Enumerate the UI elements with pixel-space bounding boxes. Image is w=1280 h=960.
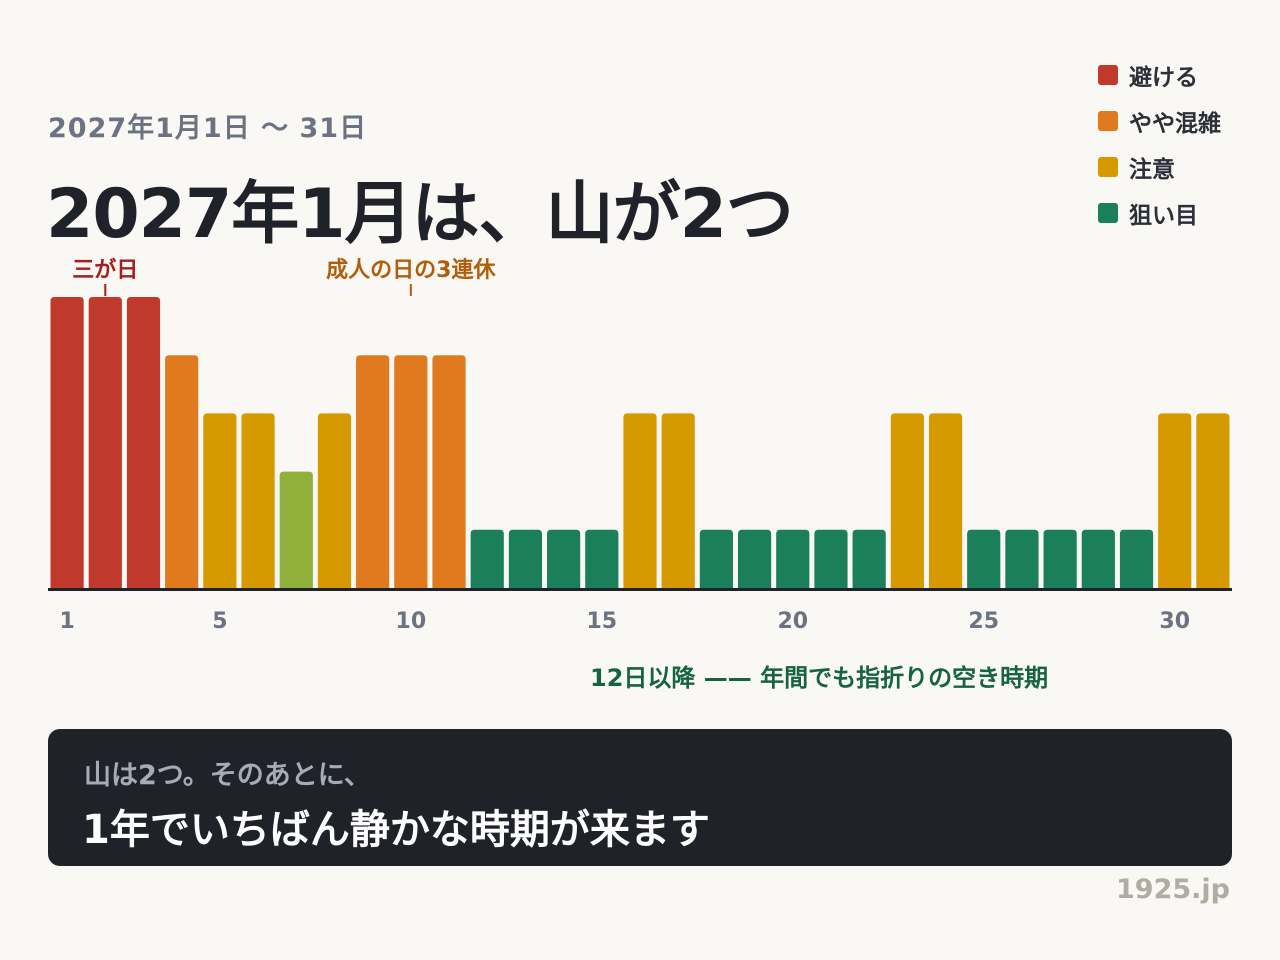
bar-day-17 [661,413,695,588]
legend-label: やや混雑 [1129,111,1221,137]
bar-day-26 [1005,529,1039,588]
legend-item-busy: やや混雑 [1098,98,1221,144]
bar-day-3 [126,297,161,588]
bar-day-15 [585,529,619,588]
legend-swatch [1098,65,1118,85]
bar-day-22 [852,529,886,588]
x-tick-label: 15 [586,609,617,634]
bar-day-5 [203,413,237,588]
x-tick-label: 30 [1159,609,1190,634]
bar-day-25 [967,529,1001,588]
bar-day-8 [317,413,352,588]
bar-day-18 [699,529,733,588]
date-range-subtitle: 2027年1月1日 〜 31日 [48,113,368,144]
x-tick-label: 1 [59,609,74,634]
bar-day-1 [50,297,84,588]
bar-day-20 [776,529,810,588]
x-tick-label: 25 [968,609,999,634]
legend-label: 避ける [1129,65,1198,91]
x-tick-label: 5 [212,609,227,634]
bar-day-19 [737,529,772,588]
legend-item-caution: 注意 [1098,144,1221,190]
bar-day-14 [547,529,581,588]
x-tick-label: 10 [396,609,427,634]
bar-day-28 [1081,529,1115,588]
bar-day-30 [1158,413,1192,588]
bar-day-10 [394,355,428,588]
legend: 避ける やや混雑 注意 狙い目 [1098,52,1221,236]
summary-callout: 山は2つ。そのあとに、 1年でいちばん静かな時期が来ます [48,729,1232,866]
legend-swatch [1098,111,1118,131]
callout-lead-text: 山は2つ。そのあとに、 [84,760,371,791]
bar-day-31 [1196,413,1230,588]
legend-item-avoid: 避ける [1098,52,1221,98]
bar-day-29 [1119,529,1154,588]
annotation-label: 三が日 [72,257,138,283]
legend-label: 狙い目 [1129,203,1198,229]
bar-day-4 [165,355,199,588]
bar-day-13 [508,529,543,588]
bar-day-6 [241,413,275,588]
bar-day-16 [623,413,657,588]
bar-day-9 [356,355,390,588]
callout-main-text: 1年でいちばん静かな時期が来ます [82,807,710,853]
bar-day-24 [928,413,963,588]
page-title: 2027年1月は、山が2つ [46,175,794,254]
legend-item-target: 狙い目 [1098,190,1221,236]
quiet-period-note: 12日以降 —— 年間でも指折りの空き時期 [590,664,1049,692]
bar-day-7 [279,471,313,588]
bar-day-21 [814,529,848,588]
bar-day-11 [432,355,466,588]
annotation-label: 成人の日の3連休 [326,258,496,283]
source-credit: 1925.jp [1116,874,1230,905]
bar-day-12 [470,529,504,588]
x-tick-label: 20 [777,609,808,634]
legend-label: 注意 [1129,157,1175,183]
bar-day-23 [890,413,924,588]
bar-day-2 [88,297,122,588]
legend-swatch [1098,203,1118,223]
legend-swatch [1098,157,1118,177]
bar-day-27 [1043,529,1077,588]
